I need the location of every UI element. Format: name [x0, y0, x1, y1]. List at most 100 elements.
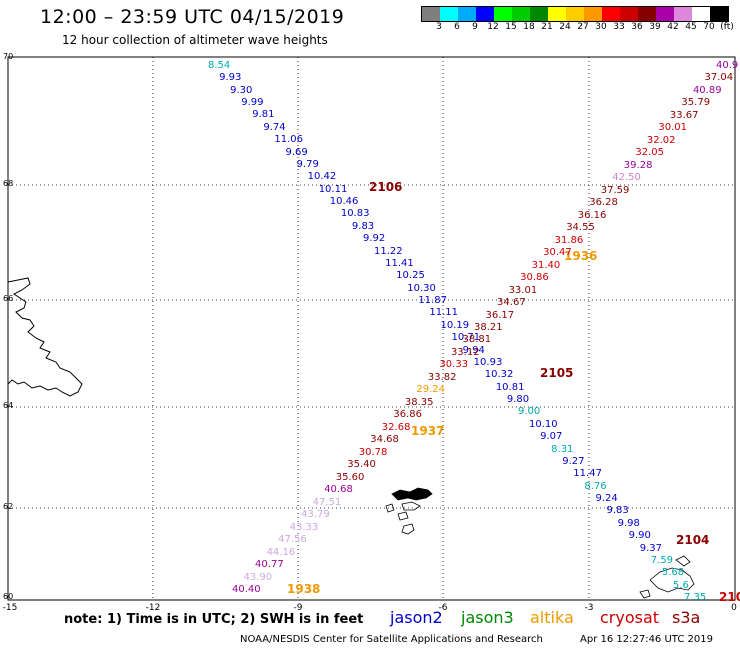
wave-height-value: 10.71: [451, 332, 481, 344]
color-scale-label: 15: [505, 22, 517, 32]
wave-height-value: 10.10: [529, 418, 558, 430]
wave-height-value: 34.67: [497, 297, 526, 309]
pass-time-label: 2104: [676, 533, 710, 547]
wave-height-value: 10.32: [484, 369, 514, 381]
wave-height-value: 9.30: [230, 84, 253, 96]
color-swatch: [692, 7, 710, 21]
color-swatch: [710, 7, 728, 21]
wave-height-value: 30.86: [520, 272, 549, 284]
lon-label-w9: -9: [293, 603, 303, 613]
wave-height-value: 43.33: [289, 521, 319, 533]
wave-height-value: 36.28: [589, 197, 618, 209]
wave-height-value: 34.68: [370, 434, 399, 446]
wave-height-value: 40.77: [255, 559, 284, 571]
wave-height-value: 38.21: [474, 322, 503, 333]
wave-height-value: 40.9: [716, 60, 739, 71]
lon-label-w12: -12: [145, 603, 161, 613]
wave-height-value: 32.02: [646, 134, 676, 146]
wave-height-value: 10.81: [495, 381, 525, 393]
wave-height-value: 11.11: [429, 307, 459, 319]
map-frame: [7, 56, 736, 601]
wave-height-value: 9.83: [351, 220, 375, 232]
lat-label-70: 70: [3, 52, 14, 61]
color-swatch: [566, 7, 584, 21]
wave-height-value: 43.79: [301, 509, 330, 521]
color-scale-label: 18: [523, 22, 535, 32]
wave-height-value: 38.35: [404, 396, 434, 408]
color-swatch: [674, 7, 692, 21]
wave-height-value: 9.24: [595, 493, 618, 505]
iceland-coastline: [7, 277, 83, 397]
color-scale-label: 33: [613, 22, 625, 32]
wave-height-value: 10.19: [440, 319, 470, 331]
color-scale-label: 9: [472, 22, 478, 32]
lon-label-0: 0: [731, 603, 737, 613]
color-scale-label: 45: [685, 22, 697, 32]
wave-height-value: 9.93: [219, 72, 242, 84]
color-scale-label: 12: [487, 22, 499, 32]
wave-height-value: 38.81: [462, 334, 492, 346]
wave-height-value: 11.41: [385, 257, 414, 269]
units-note: note: 1) Time is in UTC; 2) SWH is in fe…: [64, 612, 364, 627]
wave-height-value: 11.22: [374, 245, 403, 257]
wave-height-value: 31.86: [554, 234, 584, 246]
color-scale-label: 70: [703, 22, 715, 32]
wave-height-value: 9.92: [362, 233, 386, 245]
wave-height-value: 33.01: [508, 284, 538, 296]
pass-time-label: 2105: [540, 366, 574, 380]
graticule: [8, 57, 735, 600]
wave-height-value: 30.78: [358, 446, 388, 458]
wave-height-value: 9.81: [252, 109, 275, 121]
wave-height-value: 47.56: [278, 534, 307, 546]
faroe-islands: [385, 487, 433, 535]
wave-height-value: 10.93: [473, 356, 503, 368]
lon-label-w6: -6: [438, 603, 448, 613]
wave-height-value: 37.04: [704, 72, 734, 84]
color-scale-labels: 3 6 9 12 15 18 21 24 27 30 33 36 39 42 45 70 (ft): [421, 22, 740, 34]
wave-height-value: 33.82: [427, 371, 457, 383]
wave-height-value: 43.90: [243, 571, 273, 583]
color-swatch: [512, 7, 530, 21]
color-scale-label: 39: [649, 22, 661, 32]
wave-height-value: 9.94: [462, 344, 485, 356]
lon-label-w3: -3: [584, 603, 594, 613]
wave-height-value: 42.50: [612, 172, 641, 184]
map-subtitle: 12 hour collection of altimeter wave hei…: [62, 33, 328, 47]
wave-height-value: 39.28: [623, 159, 653, 171]
wave-height-value: 5.6: [672, 579, 689, 591]
color-swatch: [638, 7, 656, 21]
map-title: 12:00 – 23:59 UTC 04/15/2019: [40, 6, 345, 28]
wave-height-value: 30.33: [439, 359, 469, 371]
color-swatch: [620, 7, 638, 21]
pass-time-label: 210: [719, 590, 740, 604]
color-scale-label: 30: [595, 22, 607, 32]
color-scale-label: 36: [631, 22, 643, 32]
wave-height-value: 40.40: [232, 584, 261, 595]
wave-height-value: 37.59: [600, 184, 630, 196]
wave-height-value: 8.76: [584, 480, 607, 492]
wave-height-value: 35.40: [347, 459, 376, 471]
wave-height-value: 32.05: [635, 147, 664, 159]
pass-time-label: 1938: [287, 582, 321, 596]
wave-height-value: 7.59: [650, 554, 674, 566]
wave-height-value: 35.60: [335, 471, 365, 483]
footer-credit: NOAA/NESDIS Center for Satellite Applica…: [240, 634, 543, 645]
wave-height-value: 8.31: [551, 443, 574, 455]
wave-height-value: 11.87: [418, 295, 447, 307]
wave-height-value: 9.74: [263, 121, 286, 133]
wave-height-value: 10.25: [396, 270, 425, 282]
pass-time-label: 1937: [411, 424, 445, 438]
lat-label-64: 64: [3, 401, 14, 410]
lat-label-66: 66: [3, 294, 14, 303]
wave-height-value: 35.79: [681, 97, 711, 109]
color-scale-label: 27: [577, 22, 589, 32]
wave-height-value: 33.67: [669, 109, 699, 121]
color-scale-label: 21: [541, 22, 553, 32]
legend-altika: altika: [530, 608, 574, 627]
wave-height-value: 9.90: [628, 530, 651, 542]
color-swatch: [422, 7, 440, 21]
wave-height-value: 40.89: [692, 84, 722, 96]
color-scale-label: 3: [436, 22, 442, 32]
wave-height-value: 9.98: [617, 517, 640, 529]
